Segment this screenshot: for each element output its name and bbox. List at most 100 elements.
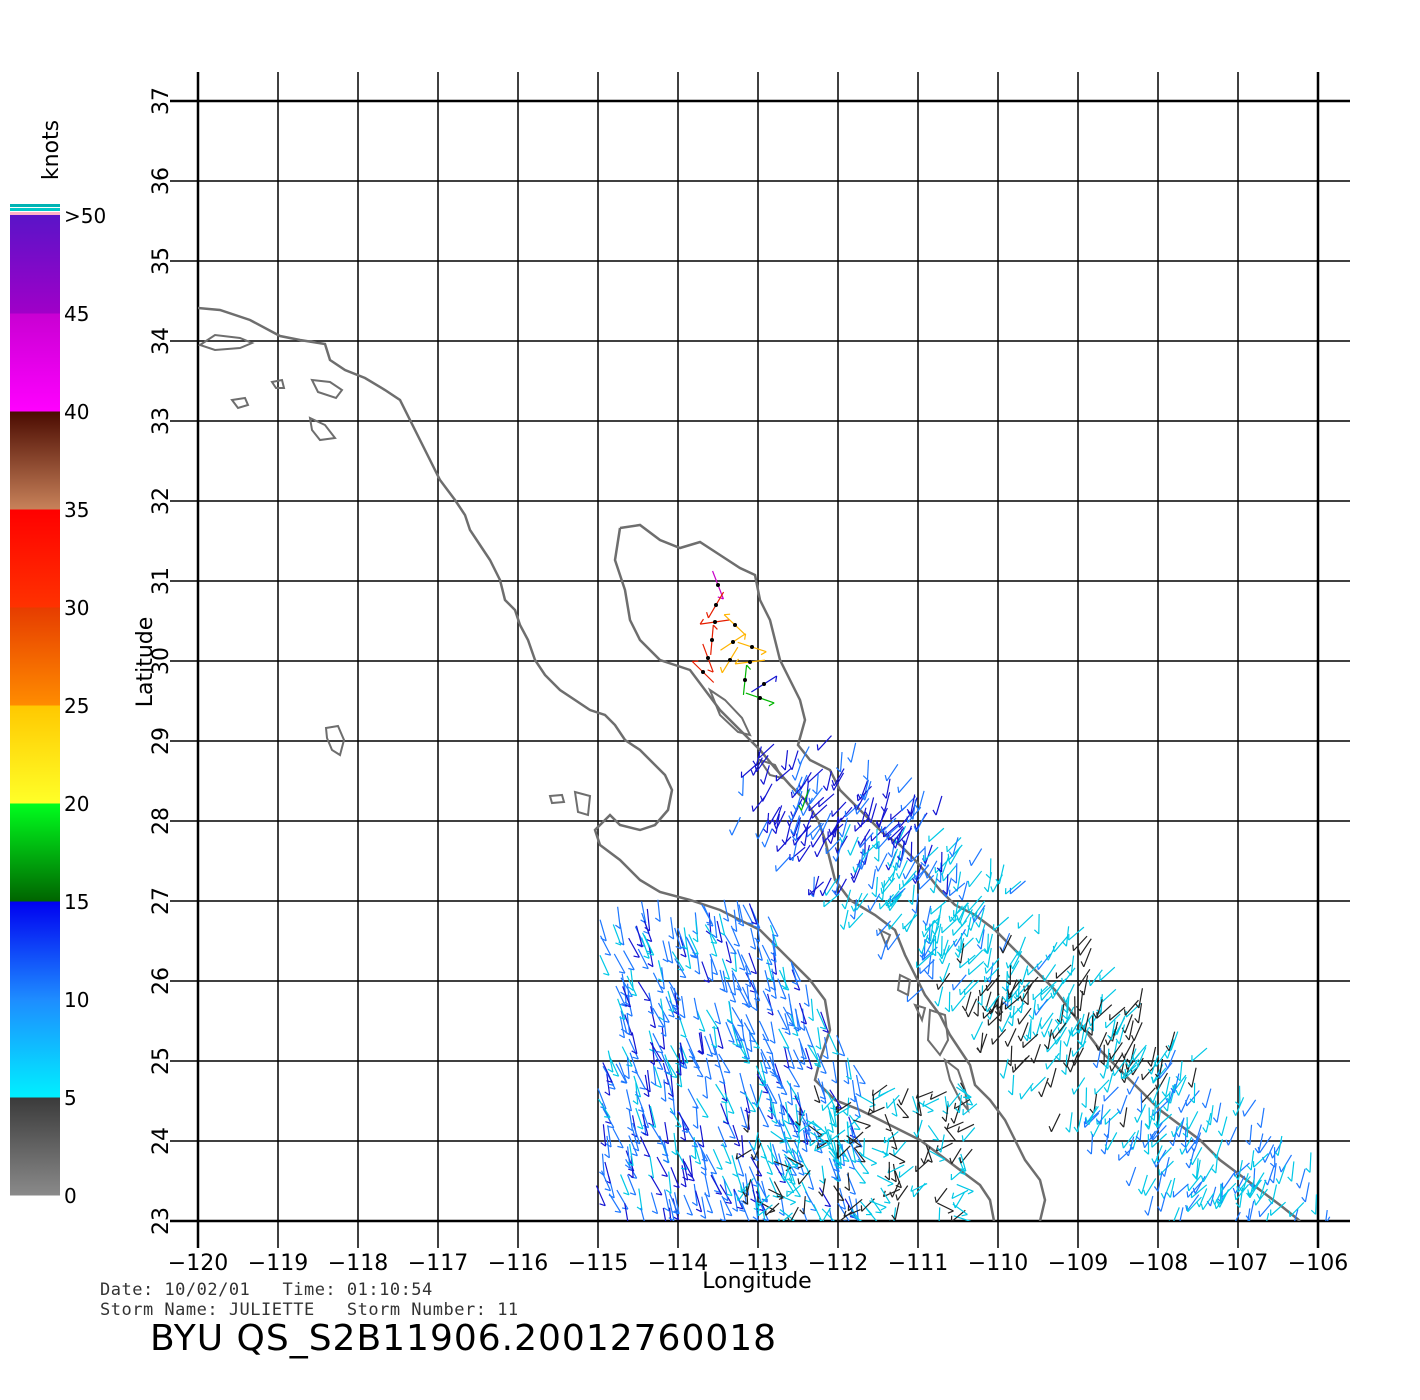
- wind-barb: [1163, 1156, 1170, 1177]
- wind-barb: [1038, 1091, 1043, 1098]
- wind-barb: [841, 1143, 845, 1166]
- wind-barb: [1143, 1189, 1147, 1196]
- wind-barb: [724, 934, 737, 955]
- wind-barb: [725, 1201, 732, 1205]
- wind-barb: [846, 1148, 856, 1170]
- wind-barb: [758, 696, 762, 700]
- wind-barb: [770, 1021, 776, 1044]
- wind-barb: [1008, 978, 1022, 996]
- wind-barb: [843, 1139, 850, 1144]
- wind-barb: [966, 917, 972, 937]
- wind-barb: [626, 1056, 630, 1079]
- wind-barb: [1269, 1162, 1276, 1168]
- legend-tick-label: 25: [64, 694, 89, 718]
- wind-barb: [805, 1047, 813, 1070]
- wind-barb: [719, 969, 726, 992]
- wind-barb: [721, 1175, 733, 1196]
- wind-barb: [668, 1171, 672, 1194]
- wind-barb: [783, 1163, 791, 1182]
- wind-barb: [1191, 1173, 1197, 1179]
- wind-barb: [885, 1102, 888, 1109]
- wind-barb: [972, 900, 986, 918]
- wind-barb: [798, 1038, 807, 1060]
- wind-barb: [914, 823, 917, 830]
- wind-barb: [896, 872, 900, 879]
- wind-barb: [792, 1032, 799, 1037]
- wind-barb: [770, 1130, 786, 1143]
- wind-barb: [892, 842, 896, 849]
- wind-barb: [1252, 1168, 1256, 1189]
- wind-barb: [1169, 1140, 1174, 1147]
- wind-barb: [956, 1183, 974, 1192]
- y-tick-label: 29: [149, 727, 174, 755]
- wind-barb: [895, 1184, 902, 1189]
- wind-barb: [688, 934, 699, 955]
- wind-barb: [959, 954, 976, 969]
- wind-barb: [832, 855, 837, 862]
- wind-barb: [827, 823, 844, 838]
- wind-barb: [615, 985, 626, 1007]
- wind-barb: [757, 1137, 767, 1159]
- wind-barb: [750, 1156, 763, 1177]
- wind-barb: [923, 1146, 931, 1164]
- wind-barb: [822, 1207, 831, 1221]
- wind-barb: [655, 1059, 663, 1062]
- wind-barb: [647, 963, 654, 968]
- wind-barb: [819, 1026, 826, 1030]
- wind-barb: [727, 981, 737, 1003]
- wind-barb: [732, 1207, 738, 1212]
- wind-barb: [1152, 1125, 1167, 1141]
- wind-barb: [734, 658, 740, 665]
- wind-barb: [831, 1079, 837, 1084]
- wind-barb: [822, 1097, 836, 1112]
- wind-barb: [813, 1204, 823, 1221]
- wind-barb: [954, 1098, 971, 1110]
- wind-barb: [1247, 1208, 1251, 1221]
- wind-barb: [792, 1149, 798, 1155]
- wind-barb: [1133, 1022, 1143, 1041]
- wind-barb: [656, 1142, 664, 1145]
- wind-barb: [1109, 1006, 1126, 1021]
- wind-barb: [652, 1049, 664, 1070]
- wind-barb: [700, 1171, 707, 1176]
- wind-barb: [924, 844, 933, 864]
- wind-barb: [658, 1025, 665, 1028]
- wind-barb: [907, 806, 922, 823]
- wind-barb: [612, 1073, 619, 1077]
- wind-barb: [1168, 1031, 1176, 1052]
- wind-barb: [1238, 1187, 1244, 1193]
- wind-barb: [1243, 1224, 1247, 1229]
- wind-barb: [753, 1132, 759, 1151]
- wind-barb: [967, 905, 970, 912]
- wind-barb: [1078, 1024, 1082, 1031]
- wind-barb: [680, 1065, 687, 1070]
- wind-barb: [1260, 1107, 1265, 1128]
- wind-barb: [1100, 994, 1103, 1015]
- wind-barb: [637, 948, 649, 969]
- wind-barb: [1166, 1192, 1171, 1198]
- wind-barb: [778, 1028, 790, 1049]
- wind-barb: [887, 904, 891, 911]
- x-tick-label: −108: [1128, 1251, 1188, 1276]
- wind-barb: [1124, 1014, 1133, 1034]
- wind-barb: [1165, 1076, 1171, 1097]
- wind-barb: [782, 966, 788, 989]
- wind-barb: [636, 943, 643, 948]
- y-tick-label: 30: [149, 647, 174, 675]
- wind-barb: [973, 1021, 984, 1040]
- wind-barb: [1163, 1106, 1168, 1112]
- wind-barb: [701, 1196, 707, 1219]
- wind-barb: [651, 1210, 658, 1215]
- wind-barb: [838, 1053, 845, 1057]
- wind-barb: [725, 1213, 733, 1217]
- wind-barb: [1186, 1191, 1189, 1198]
- wind-barb: [1107, 1118, 1111, 1139]
- wind-barb: [1173, 1183, 1189, 1198]
- x-tick-label: −109: [1048, 1251, 1108, 1276]
- wind-barb: [1018, 1007, 1032, 1025]
- wind-barb: [1250, 1150, 1255, 1171]
- wind-barb: [763, 765, 770, 785]
- wind-barb: [834, 1106, 851, 1117]
- wind-barb: [756, 919, 761, 942]
- wind-barb: [910, 794, 916, 815]
